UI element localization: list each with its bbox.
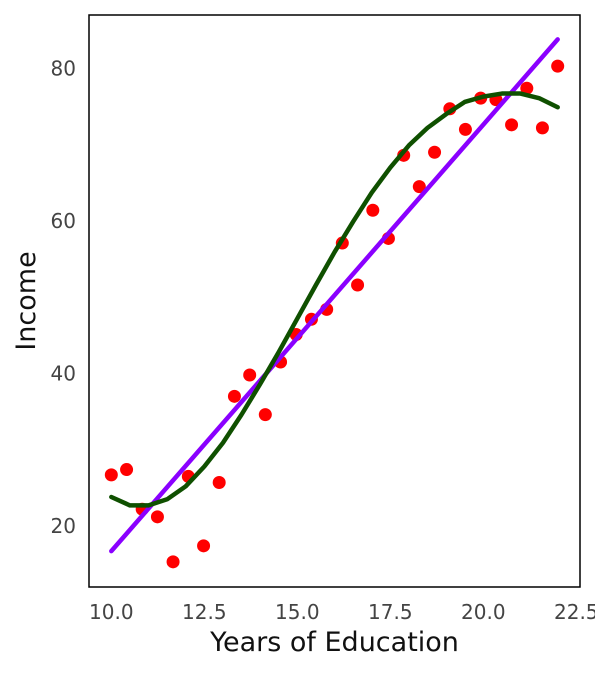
y-tick-label: 60 — [51, 209, 76, 233]
data-point — [243, 368, 257, 382]
data-point — [120, 463, 134, 477]
data-point — [366, 203, 380, 217]
data-point — [212, 476, 226, 490]
y-tick-label: 40 — [51, 361, 76, 385]
data-point — [150, 510, 164, 524]
data-point — [197, 539, 211, 553]
data-point — [428, 145, 442, 159]
data-point — [505, 118, 519, 132]
x-axis-ticks: 10.0 12.5 15.0 17.5 20.0 22.5 — [89, 600, 595, 624]
y-axis-label: Income — [11, 251, 42, 350]
data-point — [458, 122, 472, 136]
data-point — [412, 180, 426, 194]
x-tick-label: 20.0 — [461, 600, 506, 624]
x-tick-label: 15.0 — [275, 600, 320, 624]
data-point — [104, 468, 118, 482]
linear-fit-line — [109, 37, 560, 554]
data-point — [258, 408, 272, 422]
data-point — [520, 81, 534, 95]
y-axis-ticks: 20 40 60 80 — [51, 56, 76, 538]
series-layer — [104, 37, 565, 569]
x-axis-label: Years of Education — [209, 627, 459, 658]
y-tick-label: 80 — [51, 56, 76, 80]
cubic-fit-curve — [109, 91, 560, 508]
data-point — [166, 555, 180, 569]
x-tick-label: 10.0 — [89, 600, 134, 624]
data-point — [551, 59, 565, 73]
x-tick-label: 17.5 — [368, 600, 413, 624]
data-point — [351, 278, 365, 292]
data-point — [227, 389, 241, 403]
x-tick-label: 22.5 — [554, 600, 595, 624]
x-tick-label: 12.5 — [182, 600, 227, 624]
data-point — [535, 121, 549, 135]
y-tick-label: 20 — [51, 514, 76, 538]
